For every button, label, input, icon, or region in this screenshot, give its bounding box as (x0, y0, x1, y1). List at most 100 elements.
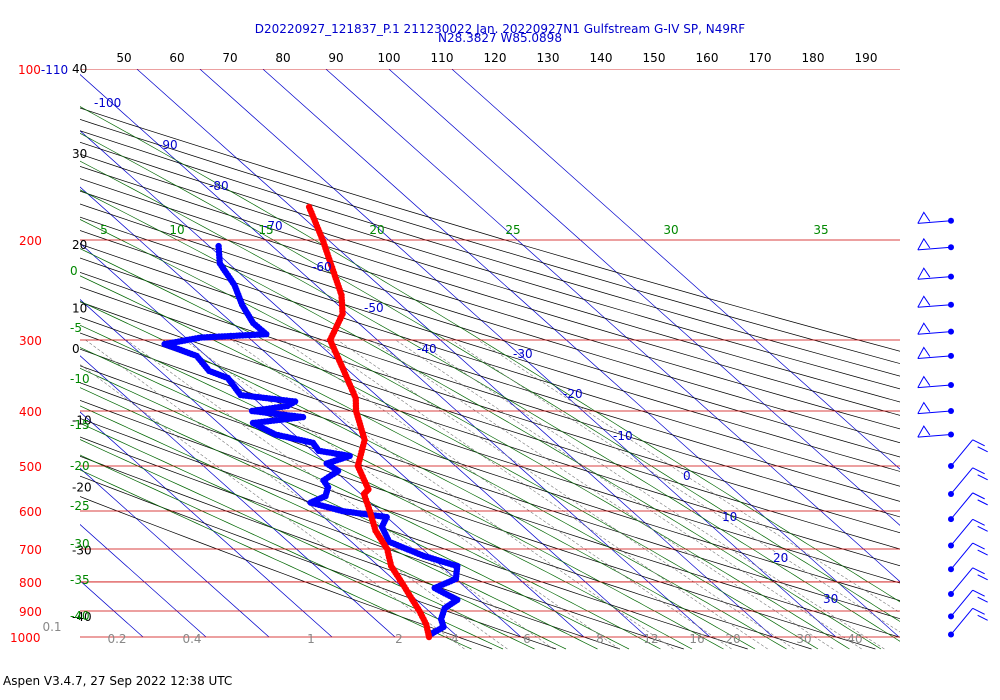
wind-barb-staff (917, 220, 952, 224)
wind-barb-flag (917, 211, 931, 224)
wind-barb-staff (950, 518, 974, 546)
top-tick-label: 70 (222, 51, 237, 65)
dry-adiabat-line (80, 141, 900, 390)
isotherm-line (80, 74, 711, 638)
wind-barb-feather (977, 549, 988, 556)
mixing-ratio-line (337, 339, 795, 650)
altitude-tick-label: 10 (72, 301, 87, 315)
isotherm-label: 20 (773, 551, 788, 565)
pressure-tick-label: 400 (19, 405, 42, 419)
altitude-tick-label: -30 (72, 543, 92, 557)
top-tick-label: 130 (537, 51, 560, 65)
moist-adiabat-label: 5 (100, 223, 108, 237)
theta-label: 0 (70, 264, 78, 278)
wind-barb-staff (917, 384, 952, 389)
dry-adiabat-line (80, 382, 876, 650)
top-tick-label: 50 (116, 51, 131, 65)
moist-adiabat-line (80, 422, 567, 650)
moist-adiabat-label: 10 (169, 223, 184, 237)
wind-barb-flag (917, 295, 931, 308)
altitude-tick-label: -20 (72, 481, 92, 495)
wind-barbs (917, 211, 988, 638)
top-tick-label: 190 (855, 51, 878, 65)
pressure-tick-label: 600 (19, 505, 42, 519)
chart-title: D20220927_121837_P.1 211230022 Jan. 2022… (255, 22, 746, 36)
mixing-ratio-line (231, 339, 674, 650)
isotherm-label: -60 (312, 260, 332, 274)
altitude-tick-label: 0 (72, 342, 80, 356)
wind-barb-feather (977, 474, 988, 481)
mixing-ratio-label: 1 (307, 632, 315, 646)
isotherm-label: -40 (417, 342, 437, 356)
mixing-ratio-line (414, 339, 885, 650)
footer-version: Aspen V3.4.7, 27 Sep 2022 12:38 UTC (3, 674, 233, 688)
dry-adiabat-line (80, 230, 900, 487)
wind-barb-staff (917, 433, 952, 438)
wind-barb-feather (972, 518, 985, 526)
wind-barb-feather (977, 574, 988, 581)
isotherm-label: -50 (364, 301, 384, 315)
temperature-point (425, 633, 433, 641)
pressure-tick-label: 300 (19, 334, 42, 348)
moist-adiabat-line (80, 367, 661, 650)
chart-subtitle: N28.3827 W85.0898 (438, 31, 562, 45)
theta-label: -30 (70, 537, 90, 551)
altitude-tick-label: 20 (72, 238, 87, 252)
moist-adiabat-line (80, 248, 819, 650)
theta-label: -40 (70, 609, 90, 623)
isotherm-line (136, 69, 774, 638)
isotherm-label: 0 (683, 469, 691, 483)
wind-barb-feather (972, 607, 985, 615)
wind-barb-staff (917, 304, 952, 308)
mixing-ratio-label: 8 (596, 632, 604, 646)
moist-adiabat-label: 25 (505, 223, 520, 237)
moist-adiabat-line (80, 387, 630, 650)
isotherm-line (388, 69, 900, 526)
dry-adiabat-line (80, 475, 557, 650)
moist-adiabat-line (80, 469, 472, 650)
mixing-ratio-label: 20 (725, 632, 740, 646)
altitude-tick-label: 40 (72, 62, 87, 76)
wind-barb-feather (972, 567, 985, 575)
moist-adiabat-label: 35 (813, 223, 828, 237)
wind-barb-feather (972, 439, 985, 447)
dry-adiabat-line (80, 365, 900, 638)
isotherm-line (199, 69, 837, 638)
theta-label: -25 (70, 499, 90, 513)
wind-barb-flag (917, 425, 931, 438)
top-tick-label: 140 (590, 51, 613, 65)
dry-adiabat-line (80, 418, 748, 650)
wind-barb-staff (950, 589, 974, 617)
top-tick-label: 160 (696, 51, 719, 65)
wind-barb-flag (917, 346, 931, 359)
top-tick-label: 180 (802, 51, 825, 65)
isotherm-label: 10 (722, 510, 737, 524)
isotherm-line (80, 186, 585, 638)
isotherm-line (80, 411, 333, 638)
dry-adiabat-line (80, 243, 900, 502)
isotherm-line (325, 69, 900, 583)
grid-lines (80, 69, 900, 650)
dry-adiabat-line (80, 118, 900, 364)
mixing-ratio-label: 30 (796, 632, 811, 646)
wind-barb-feather (977, 614, 988, 621)
top-tick-label: 100 (378, 51, 401, 65)
isotherm-label: -100 (94, 96, 121, 110)
moist-adiabat-label: 15 (258, 223, 273, 237)
wind-barb-staff (917, 355, 952, 360)
dry-adiabat-line (80, 348, 900, 620)
top-tick-label: 90 (328, 51, 343, 65)
dry-adiabat-line (80, 257, 900, 518)
isotherm-label: -20 (563, 387, 583, 401)
dry-adiabat-line (80, 332, 900, 601)
altitude-tick-label: 30 (72, 147, 87, 161)
dry-adiabat-line (80, 271, 900, 534)
isotherm-line (80, 467, 270, 638)
mixing-ratio-line (126, 339, 554, 650)
pressure-tick-label: 900 (19, 605, 42, 619)
mixing-ratio-label: 0.1 (42, 620, 61, 634)
isotherm-line (80, 355, 396, 638)
wind-barb-flag (917, 322, 931, 335)
